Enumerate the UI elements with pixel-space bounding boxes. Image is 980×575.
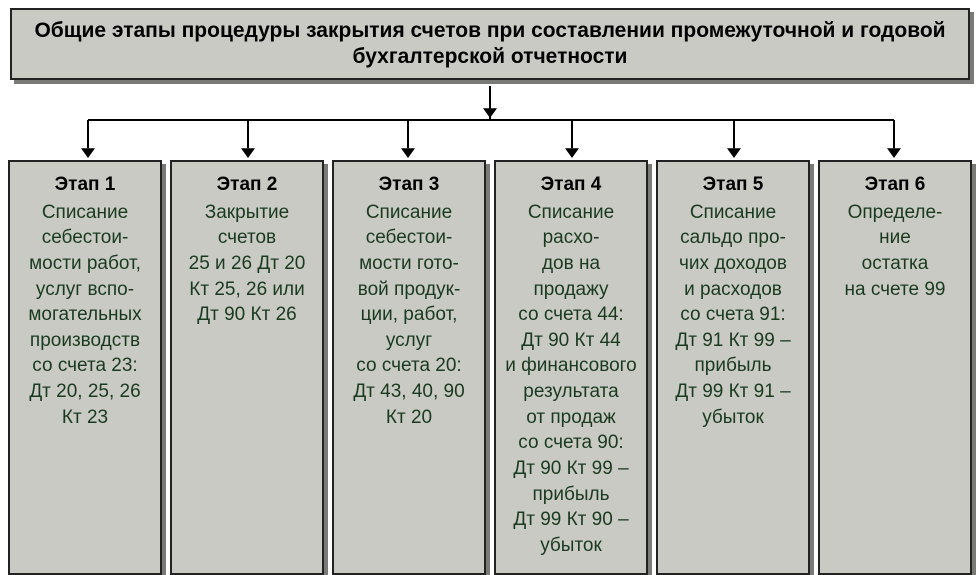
stage-box-2: Этап 2Закрытие счетов 25 и 26 Дт 20 Кт 2… bbox=[170, 160, 324, 575]
stage-text: Списание расхо- дов на продажу со счета … bbox=[502, 200, 640, 559]
header-text: Общие этапы процедуры закрытия счетов пр… bbox=[32, 18, 948, 71]
stage-title: Этап 3 bbox=[340, 172, 478, 198]
stage-text: Списание сальдо про- чих доходов и расхо… bbox=[664, 200, 802, 431]
stage-text: Закрытие счетов 25 и 26 Дт 20 Кт 25, 26 … bbox=[178, 200, 316, 328]
stage-box-3: Этап 3Списание себестои- мости гото- вой… bbox=[332, 160, 486, 575]
stage-text: Определе- ние остатка на счете 99 bbox=[826, 200, 964, 303]
header-box: Общие этапы процедуры закрытия счетов пр… bbox=[10, 8, 970, 80]
stage-box-1: Этап 1Списание себестои- мости работ, ус… bbox=[8, 160, 162, 575]
stage-title: Этап 4 bbox=[502, 172, 640, 198]
stage-title: Этап 2 bbox=[178, 172, 316, 198]
stage-title: Этап 6 bbox=[826, 172, 964, 198]
stage-box-5: Этап 5Списание сальдо про- чих доходов и… bbox=[656, 160, 810, 575]
stages-row: Этап 1Списание себестои- мости работ, ус… bbox=[8, 160, 972, 575]
stage-box-6: Этап 6Определе- ние остатка на счете 99 bbox=[818, 160, 972, 575]
stage-box-4: Этап 4Списание расхо- дов на продажу со … bbox=[494, 160, 648, 575]
stage-text: Списание себестои- мости работ, услуг вс… bbox=[16, 200, 154, 431]
stage-title: Этап 5 bbox=[664, 172, 802, 198]
stage-title: Этап 1 bbox=[16, 172, 154, 198]
stage-text: Списание себестои- мости гото- вой проду… bbox=[340, 200, 478, 431]
